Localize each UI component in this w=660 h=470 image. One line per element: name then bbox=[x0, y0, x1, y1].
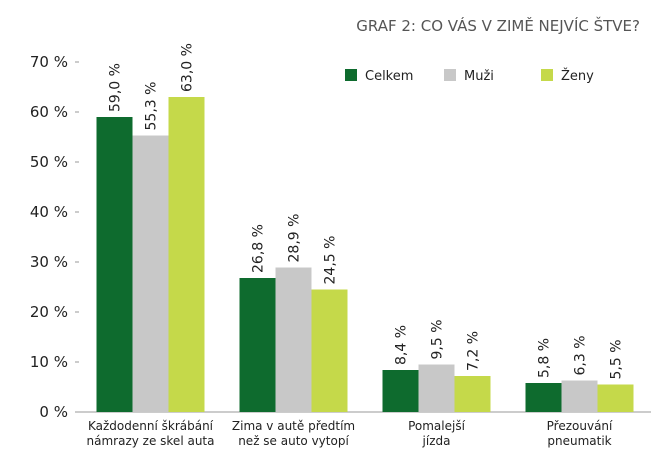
value-label: 7,2 % bbox=[466, 331, 482, 371]
value-label: 9,5 % bbox=[430, 319, 446, 359]
value-label: 26,8 % bbox=[251, 224, 267, 273]
x-tick-label: pneumatik bbox=[547, 434, 611, 448]
x-tick-label: jízda bbox=[422, 434, 451, 448]
y-tick-label: 20 % bbox=[30, 303, 68, 321]
legend-label: Celkem bbox=[365, 69, 413, 84]
value-label: 8,4 % bbox=[394, 325, 410, 365]
value-label: 24,5 % bbox=[323, 236, 339, 285]
bar bbox=[382, 370, 419, 412]
bar bbox=[597, 384, 634, 412]
y-tick-label: 70 % bbox=[30, 53, 68, 71]
bar bbox=[168, 97, 205, 412]
bar bbox=[132, 135, 169, 412]
y-tick-label: 10 % bbox=[30, 353, 68, 371]
bar bbox=[561, 380, 598, 412]
y-tick-label: 0 % bbox=[39, 403, 68, 421]
value-label: 59,0 % bbox=[108, 63, 124, 112]
x-tick-label: než se auto vytopí bbox=[238, 434, 349, 448]
legend-label: Muži bbox=[464, 69, 494, 84]
legend-swatch bbox=[345, 69, 357, 81]
value-label: 6,3 % bbox=[573, 335, 589, 375]
value-label: 5,5 % bbox=[609, 339, 625, 379]
legend-label: Ženy bbox=[561, 68, 594, 84]
x-tick-label: námrazy ze skel auta bbox=[87, 434, 215, 448]
value-label: 63,0 % bbox=[180, 43, 196, 92]
x-tick-label: Pomalejší bbox=[408, 419, 465, 433]
x-tick-label: Zima v autě předtím bbox=[232, 419, 355, 433]
value-label: 55,3 % bbox=[144, 82, 160, 131]
bar bbox=[275, 267, 312, 412]
value-label: 5,8 % bbox=[537, 338, 553, 378]
y-tick-label: 40 % bbox=[30, 203, 68, 221]
chart-title: GRAF 2: CO VÁS V ZIMĚ NEJVÍC ŠTVE? bbox=[356, 16, 640, 35]
y-tick-label: 60 % bbox=[30, 103, 68, 121]
x-tick-label: Každodenní škrábání bbox=[88, 419, 214, 433]
y-tick-label: 30 % bbox=[30, 253, 68, 271]
value-label: 28,9 % bbox=[287, 214, 303, 263]
bar bbox=[525, 383, 562, 412]
x-tick-label: Přezouvání bbox=[547, 419, 613, 433]
bar bbox=[239, 278, 276, 412]
legend-swatch bbox=[444, 69, 456, 81]
bar bbox=[454, 376, 491, 412]
bar bbox=[96, 117, 133, 412]
y-tick-label: 50 % bbox=[30, 153, 68, 171]
legend-swatch bbox=[541, 69, 553, 81]
bar bbox=[311, 289, 348, 412]
bar bbox=[418, 364, 455, 412]
